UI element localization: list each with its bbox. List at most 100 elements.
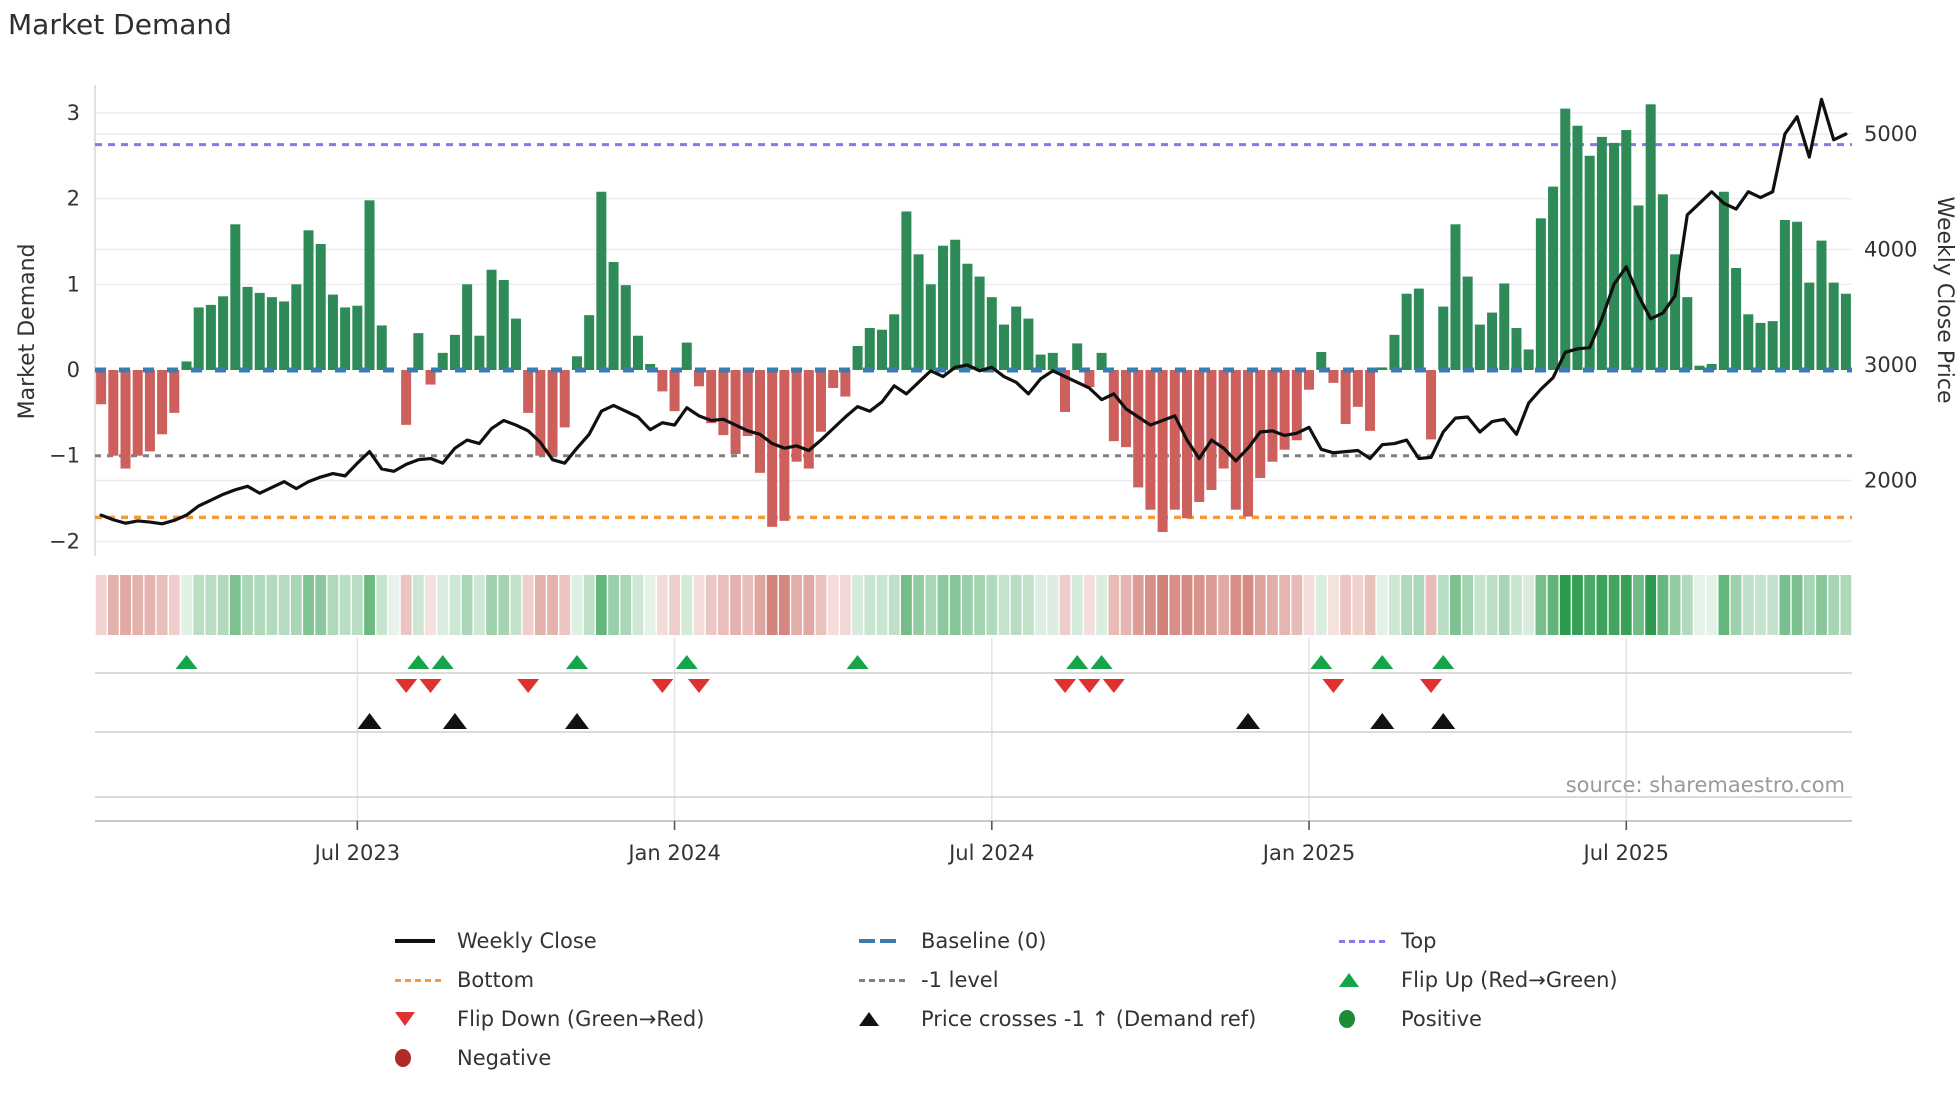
heatmap-cell <box>595 575 607 635</box>
demand-bar-positive <box>1621 130 1632 370</box>
demand-bar-negative <box>96 370 107 405</box>
baseline-swatch-icon <box>859 939 911 943</box>
demand-bar-positive <box>279 301 290 370</box>
flip-down-marker <box>517 679 540 693</box>
heatmap-cell <box>669 575 680 635</box>
demand-bar-positive <box>242 286 253 370</box>
demand-bar-positive <box>1487 312 1498 370</box>
heatmap-cell <box>144 575 156 635</box>
heatmap-cell <box>1096 575 1108 635</box>
legend-label-price-cross: Price crosses -1 ↑ (Demand ref) <box>921 1007 1257 1031</box>
heatmap-cell <box>1108 575 1120 635</box>
heatmap-cell <box>1193 575 1205 635</box>
right-axis-label: Weekly Close Price <box>1932 197 1957 404</box>
heatmap-cell <box>437 575 449 635</box>
demand-bar-positive <box>1572 125 1583 370</box>
heatmap-cell <box>1816 575 1827 635</box>
heatmap-cell <box>1279 575 1291 635</box>
heatmap-cell <box>1572 575 1583 635</box>
heatmap-cell <box>766 575 778 635</box>
heatmap-cell <box>1376 575 1388 635</box>
flip-down-marker <box>1078 679 1101 693</box>
demand-bar-positive <box>1011 306 1022 370</box>
heatmap-cell <box>1718 575 1730 635</box>
heatmap-cell <box>1059 575 1071 635</box>
heatmap-cell <box>1730 575 1742 635</box>
flip-down-marker <box>1322 679 1345 693</box>
demand-bar-negative <box>730 370 741 454</box>
demand-bar-negative <box>840 370 851 397</box>
demand-bar-positive <box>1633 205 1644 370</box>
heatmap-cell <box>986 575 998 635</box>
right-tick-label: 4000 <box>1864 238 1917 262</box>
heatmap-cell <box>1791 575 1803 635</box>
heatmap-cell <box>608 575 619 635</box>
legend-label-weekly-close: Weekly Close <box>457 929 597 953</box>
heatmap-cell <box>888 575 900 635</box>
demand-bar-positive <box>181 361 192 370</box>
demand-bar-positive <box>205 304 216 370</box>
heatmap-cell <box>1169 575 1181 635</box>
demand-bar-positive <box>1804 282 1815 370</box>
demand-bar-negative <box>1230 370 1241 510</box>
weekly-close-swatch-icon <box>395 939 447 943</box>
heatmap-cell <box>1230 575 1242 635</box>
heatmap-cell <box>1254 575 1266 635</box>
heatmap-cell <box>1328 575 1339 635</box>
heatmap-cell <box>290 575 302 635</box>
demand-bar-negative <box>815 370 826 432</box>
demand-bar-negative <box>401 370 412 425</box>
left-tick-label: 3 <box>67 101 80 125</box>
demand-bar-positive <box>1389 334 1400 370</box>
heatmap-cell <box>1462 575 1474 635</box>
demand-bar-negative <box>1340 370 1351 424</box>
demand-bar-negative <box>754 370 765 473</box>
flip-down-marker <box>419 679 442 693</box>
demand-bar-positive <box>291 284 302 370</box>
demand-bar-negative <box>1194 370 1205 502</box>
heatmap-cell <box>1742 575 1754 635</box>
heatmap-cell <box>730 575 741 635</box>
demand-bar-negative <box>1243 370 1254 517</box>
demand-bar-positive <box>1840 293 1851 370</box>
heatmap-cell <box>1840 575 1852 635</box>
demand-bar-negative <box>693 370 704 387</box>
flip-up-swatch-icon <box>1339 973 1391 987</box>
demand-bar-negative <box>1352 370 1363 407</box>
flip-up-marker <box>431 655 454 669</box>
legend-label-bottom: Bottom <box>457 968 535 992</box>
demand-bar-positive <box>340 307 351 370</box>
heatmap-cell <box>303 575 314 635</box>
heatmap-cell <box>791 575 802 635</box>
heatmap-cell <box>376 575 388 635</box>
legend-label-minus1-level: -1 level <box>921 968 999 992</box>
heatmap-cell <box>217 575 229 635</box>
positive-swatch-icon <box>1339 1010 1391 1028</box>
demand-bar-positive <box>889 314 900 370</box>
flip-down-marker <box>1102 679 1125 693</box>
demand-bar-negative <box>1157 370 1168 532</box>
heatmap-cell <box>1669 575 1681 635</box>
flip-up-marker <box>675 655 698 669</box>
heatmap-cell <box>534 575 546 635</box>
heatmap-cell <box>364 575 375 635</box>
price-cross-marker <box>564 713 589 729</box>
demand-bar-positive <box>315 244 326 370</box>
demand-bar-positive <box>1462 276 1473 370</box>
price-cross-marker <box>1236 713 1261 729</box>
heatmap-cell <box>644 575 656 635</box>
demand-bar-positive <box>925 284 936 370</box>
heatmap-cell <box>486 575 497 635</box>
demand-bar-positive <box>1072 343 1083 370</box>
heatmap-cell <box>632 575 644 635</box>
demand-bar-positive <box>584 315 595 370</box>
demand-bar-positive <box>364 200 375 370</box>
heatmap-cell <box>193 575 205 635</box>
demand-bar-positive <box>596 191 607 370</box>
demand-bar-positive <box>1755 322 1766 370</box>
x-tick-label: Jan 2025 <box>1261 841 1356 865</box>
heatmap-cell <box>425 575 436 635</box>
heatmap-cell <box>1132 575 1144 635</box>
legend-item-flip-down: Flip Down (Green→Red) <box>395 1006 859 1032</box>
